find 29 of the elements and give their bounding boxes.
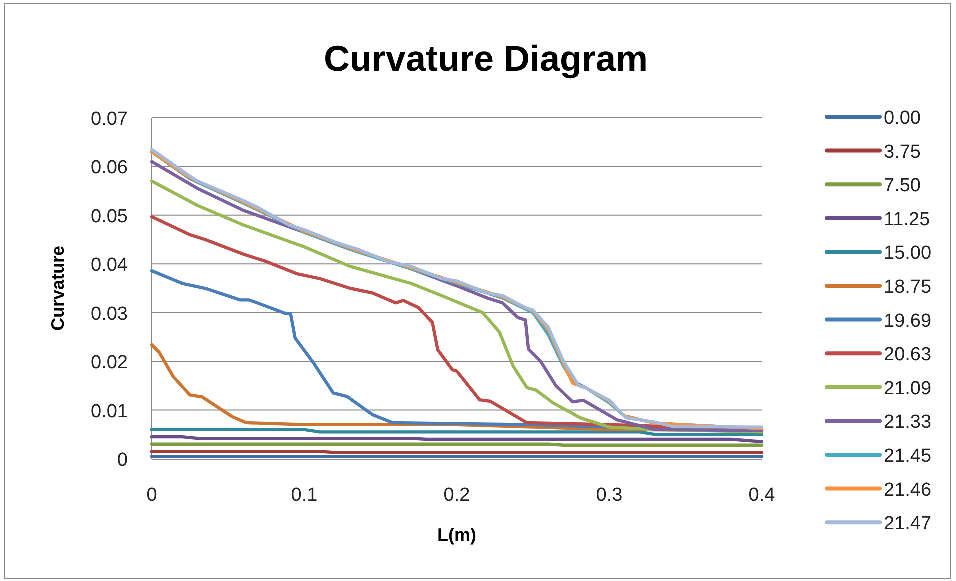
legend-label: 7.50 <box>884 176 921 197</box>
legend-label: 21.47 <box>884 514 932 535</box>
x-tick-label: 0.2 <box>444 485 470 506</box>
legend-label: 15.00 <box>884 243 932 264</box>
legend-label: 11.25 <box>884 209 930 230</box>
y-tick-label: 0.06 <box>91 158 128 179</box>
x-tick-label: 0.1 <box>291 485 318 506</box>
y-tick-label: 0.04 <box>91 255 128 276</box>
legend-label: 19.69 <box>884 310 932 332</box>
y-axis-title: Curvature <box>48 246 68 332</box>
legend-label: 21.33 <box>884 412 932 434</box>
x-tick-label: 0 <box>146 485 158 506</box>
legend-label: 3.75 <box>884 142 921 163</box>
legend-label: 21.45 <box>884 446 932 467</box>
legend-label: 21.09 <box>884 378 932 400</box>
y-tick-label: 0.07 <box>91 109 128 130</box>
y-tick-label: 0.03 <box>91 304 128 325</box>
y-tick-label: 0 <box>117 450 128 471</box>
legend-label: 21.46 <box>884 480 932 501</box>
legend-label: 0.00 <box>884 108 921 129</box>
x-tick-label: 0.4 <box>748 485 776 506</box>
chart-title: Curvature Diagram <box>324 38 648 79</box>
y-tick-label: 0.01 <box>91 401 128 422</box>
legend-label: 18.75 <box>884 277 932 298</box>
x-tick-label: 0.3 <box>596 485 623 506</box>
x-axis-title: L(m) <box>438 525 476 545</box>
y-tick-label: 0.05 <box>91 206 128 228</box>
y-tick-label: 0.02 <box>91 352 128 374</box>
legend-label: 20.63 <box>884 344 932 366</box>
